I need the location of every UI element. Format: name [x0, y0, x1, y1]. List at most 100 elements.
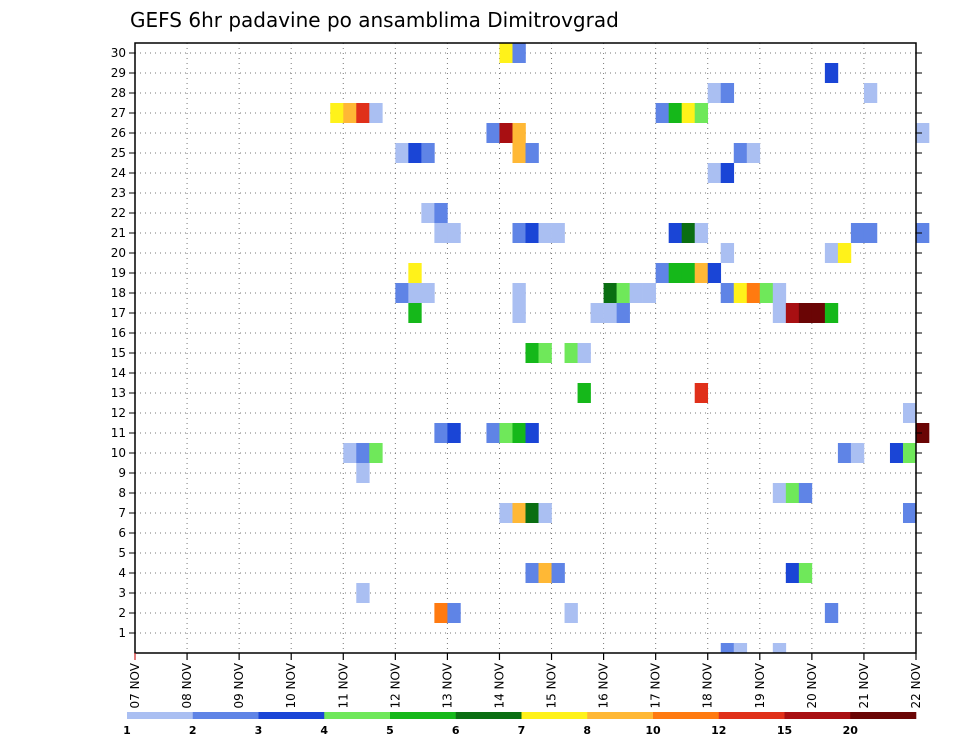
heatmap-cell [330, 103, 344, 123]
y-tick-label: 10 [111, 446, 126, 460]
heatmap-cell [785, 483, 800, 503]
heatmap-cell [681, 263, 696, 283]
x-tick-label: 08 NOV [180, 662, 194, 708]
colorbar-swatch [850, 712, 917, 719]
heatmap-cell [850, 223, 865, 243]
x-tick-label: 21 NOV [857, 662, 871, 708]
y-axis: 1234567891011121314151617181920212223242… [111, 46, 922, 640]
heatmap-cell [798, 563, 813, 583]
heatmap-cell [707, 83, 722, 103]
x-tick-label: 19 NOV [753, 662, 767, 708]
x-axis: 07 NOV 08 NOV 09 NOV 10 NOV 11 NOV 12 NOV 13 N… [128, 653, 923, 709]
heatmap-cell [538, 563, 552, 583]
colorbar-label: 15 [777, 724, 792, 737]
heatmap-cell [421, 143, 435, 163]
x-tick-label: 09 NOV [232, 662, 246, 708]
heatmap-cell [408, 303, 422, 323]
heatmap-cell [499, 123, 513, 143]
heatmap-cell [395, 143, 409, 163]
heatmap-cell [772, 303, 787, 323]
heatmap-cell [707, 263, 722, 283]
heatmap-cell [616, 303, 630, 323]
heatmap-cell [850, 443, 865, 463]
heatmap-cell [538, 223, 552, 243]
heatmap-cell [512, 143, 526, 163]
x-tick-label: 22 NOV [909, 662, 923, 708]
colorbar: 1 2 3 4 5 6 7 8 10 12 15 20 [123, 712, 917, 737]
y-tick-label: 27 [111, 106, 126, 120]
colorbar-swatch [324, 712, 391, 719]
heatmap-cell [512, 223, 526, 243]
y-tick-label: 22 [111, 206, 126, 220]
heatmap-cell [772, 483, 787, 503]
heatmap-cell [746, 143, 761, 163]
heatmap-cell [486, 123, 500, 143]
heatmap-cell [551, 223, 565, 243]
x-tick-label: 18 NOV [701, 662, 715, 708]
chart-title: GEFS 6hr padavine po ansamblima Dimitrov… [130, 8, 619, 32]
y-tick-label: 8 [118, 486, 126, 500]
heatmap-cell [811, 303, 826, 323]
y-tick-label: 19 [111, 266, 126, 280]
heatmap-cell [733, 143, 748, 163]
heatmap-cell [447, 223, 461, 243]
heatmap-cell [668, 103, 682, 123]
y-tick-label: 4 [118, 566, 126, 580]
heatmap-cell [694, 263, 709, 283]
x-tick-label: 13 NOV [440, 662, 454, 708]
heatmap-cell [434, 603, 448, 623]
heatmap-cell [577, 343, 591, 363]
colorbar-label: 1 [123, 724, 131, 737]
colorbar-swatch [587, 712, 654, 719]
heatmap-cell [668, 263, 682, 283]
heatmap-cell [408, 143, 422, 163]
heatmap-cell [408, 283, 422, 303]
heatmap-cell [551, 563, 565, 583]
heatmap-cell [655, 263, 669, 283]
heatmap-cell [798, 483, 813, 503]
y-tick-label: 18 [111, 286, 126, 300]
heatmap-cell [421, 203, 435, 223]
heatmap-cell [629, 283, 643, 303]
heatmap-cell [902, 503, 917, 523]
colorbar-swatch [784, 712, 851, 719]
y-tick-label: 30 [111, 46, 126, 60]
y-tick-label: 21 [111, 226, 126, 240]
heatmap-cell [447, 423, 461, 443]
y-tick-label: 23 [111, 186, 126, 200]
colorbar-label: 4 [320, 724, 328, 737]
heatmap-cell [343, 443, 357, 463]
heatmap-cell [434, 423, 448, 443]
y-tick-label: 16 [111, 326, 126, 340]
heatmap-cell [720, 643, 735, 653]
y-tick-label: 5 [118, 546, 126, 560]
heatmap-cell [434, 223, 448, 243]
x-tick-label: 10 NOV [284, 662, 298, 708]
heatmap-cell [499, 423, 513, 443]
heatmap-cell [525, 423, 539, 443]
colorbar-swatch [390, 712, 457, 719]
heatmap-cell [395, 283, 409, 303]
y-tick-label: 26 [111, 126, 126, 140]
heatmap-cell [590, 303, 604, 323]
heatmap-cell [525, 143, 539, 163]
heatmap-cell [785, 303, 800, 323]
heatmap-cell [525, 503, 539, 523]
colorbar-label: 12 [711, 724, 726, 737]
heatmap-cell [824, 243, 839, 263]
heatmap-cell [512, 43, 526, 63]
heatmap-cell [785, 563, 800, 583]
y-tick-label: 15 [111, 346, 126, 360]
heatmap-cell [916, 123, 930, 143]
heatmap-cell [512, 303, 526, 323]
heatmap-cell [863, 83, 878, 103]
heatmap-cell [499, 503, 513, 523]
heatmap-cell [668, 223, 682, 243]
heatmap-cell [824, 603, 839, 623]
heatmap-cell [720, 283, 735, 303]
plot-frame [134, 42, 917, 654]
x-tick-label: 16 NOV [597, 662, 611, 708]
heatmap-cell [720, 163, 735, 183]
heatmap-cell [616, 283, 630, 303]
